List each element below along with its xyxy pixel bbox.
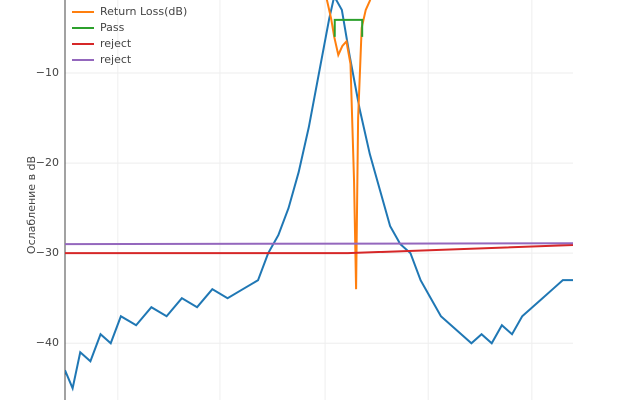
legend-label: Pass xyxy=(100,21,125,34)
series-line xyxy=(65,0,573,392)
y-tick-label: −10 xyxy=(36,66,59,79)
series-line xyxy=(65,242,573,246)
legend-label: reject xyxy=(100,53,132,66)
y-axis-label: Ослабление в dB xyxy=(25,156,38,254)
plot-area xyxy=(65,0,573,392)
y-tick-label: −40 xyxy=(36,336,59,349)
y-tick-label: −20 xyxy=(36,156,59,169)
series-line xyxy=(65,244,573,255)
legend-label: reject xyxy=(100,37,132,50)
series-line xyxy=(333,18,364,37)
legend-label: Return Loss(dB) xyxy=(100,5,187,18)
y-tick-label: −30 xyxy=(36,246,59,259)
series-line xyxy=(325,0,372,290)
